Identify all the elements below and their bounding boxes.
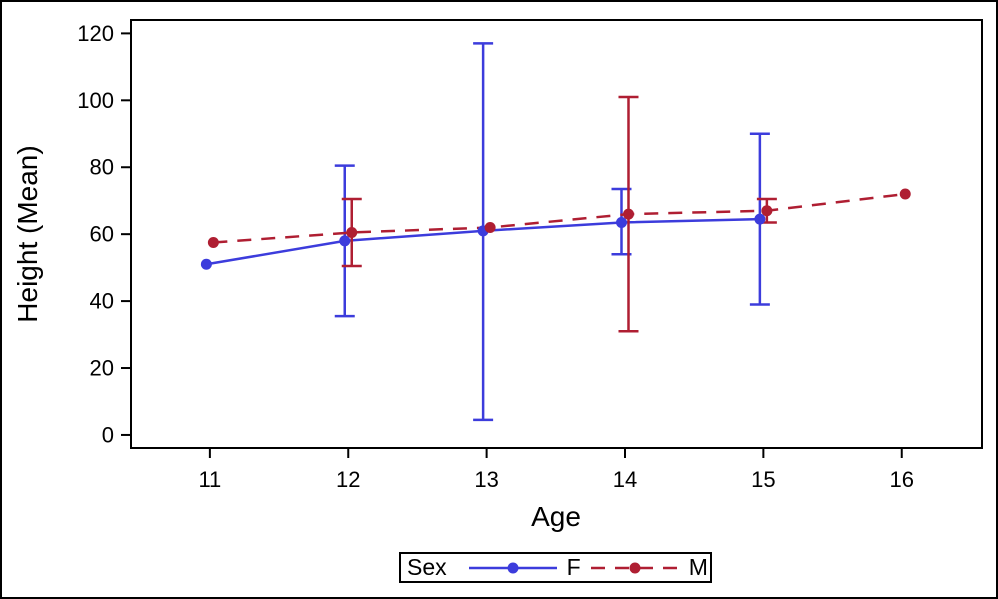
x-tick-label: 13 bbox=[474, 467, 498, 492]
data-point-marker-M bbox=[207, 237, 219, 249]
x-tick-label: 11 bbox=[198, 467, 221, 492]
data-point-marker-F bbox=[615, 216, 627, 228]
data-point-marker-M bbox=[761, 205, 773, 217]
y-tick-label: 40 bbox=[90, 289, 114, 314]
y-tick-label: 80 bbox=[90, 155, 114, 180]
legend-line-sample-f bbox=[468, 562, 557, 573]
data-point-marker-M bbox=[899, 188, 911, 200]
x-tick-label: 14 bbox=[613, 467, 637, 492]
series-line-M bbox=[213, 192, 906, 244]
x-tick-label: 12 bbox=[336, 467, 360, 492]
x-axis-title: Age bbox=[531, 501, 581, 532]
legend-sample-marker bbox=[507, 562, 519, 573]
data-point-marker-F bbox=[754, 213, 766, 225]
y-tick-label: 60 bbox=[90, 222, 114, 247]
legend-item-m-label: M bbox=[688, 554, 708, 580]
y-tick-label: 100 bbox=[77, 88, 114, 113]
y-axis-title: Height (Mean) bbox=[12, 145, 43, 323]
x-tick-label: 15 bbox=[751, 467, 775, 492]
legend-line-sample-m bbox=[590, 562, 679, 573]
y-tick-label: 20 bbox=[90, 356, 114, 381]
legend-item-f-label: F bbox=[566, 554, 581, 580]
data-point-marker-F bbox=[339, 235, 351, 247]
x-tick-label: 16 bbox=[890, 467, 914, 492]
data-point-marker-M bbox=[346, 226, 358, 238]
legend-sample-marker bbox=[629, 562, 641, 573]
y-tick-label: 0 bbox=[102, 422, 114, 447]
plot-frame bbox=[130, 19, 983, 449]
data-point-marker-F bbox=[200, 258, 212, 270]
data-point-marker-M bbox=[484, 221, 496, 233]
legend: Sex F M bbox=[399, 552, 712, 583]
y-tick-label: 120 bbox=[77, 21, 114, 46]
legend-title: Sex bbox=[407, 554, 447, 580]
data-point-marker-M bbox=[622, 208, 634, 220]
